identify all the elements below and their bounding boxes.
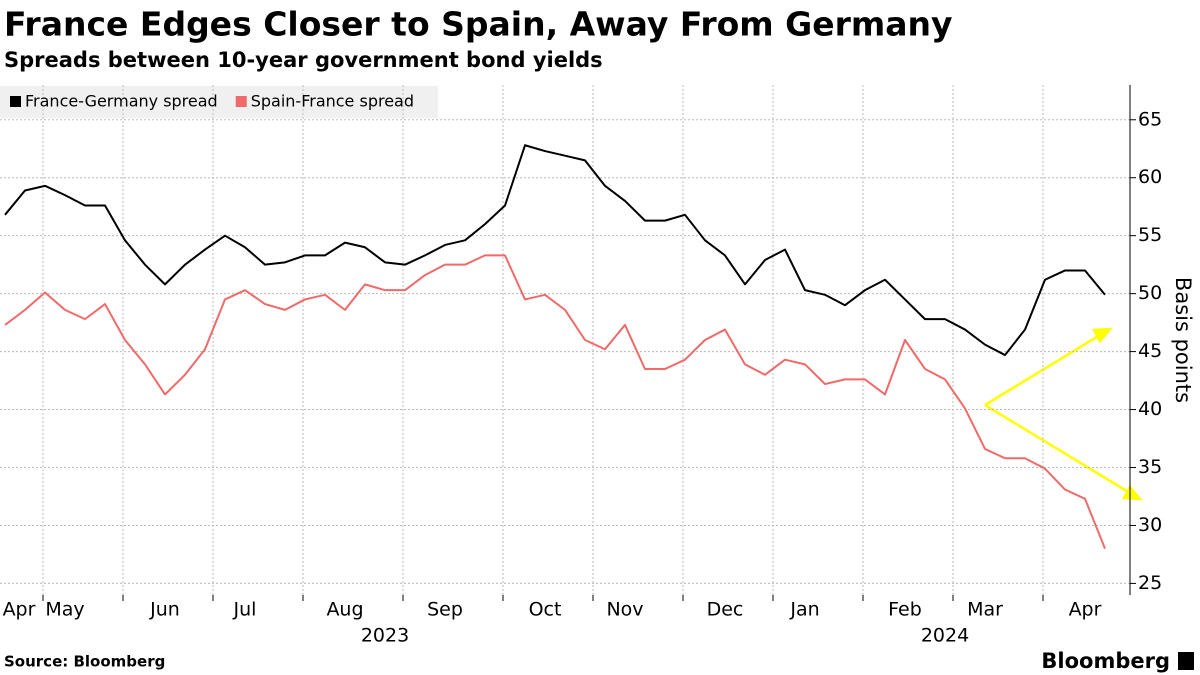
brand: Bloomberg <box>1041 649 1170 673</box>
x-tick-label: Oct <box>529 599 562 621</box>
chart-title: France Edges Closer to Spain, Away From … <box>4 5 953 44</box>
x-tick-label: Jan <box>789 599 819 621</box>
y-tick-label: 55 <box>1138 224 1162 246</box>
x-tick-label: Jun <box>149 599 180 621</box>
legend-swatch <box>235 96 247 107</box>
chart-subtitle: Spreads between 10-year government bond … <box>4 48 603 72</box>
x-group-label: 2023 <box>361 625 409 647</box>
x-tick-label: Jul <box>233 599 257 621</box>
y-tick-label: 60 <box>1138 166 1162 188</box>
x-tick-label: Feb <box>888 599 922 621</box>
series-line <box>4 254 1106 550</box>
x-tick-label: Sep <box>427 599 463 621</box>
legend-label: France-Germany spread <box>25 92 218 111</box>
legend-swatch <box>10 96 21 107</box>
annotation-arrows <box>984 327 1143 501</box>
legend-box <box>0 86 438 118</box>
x-tick-label: Apr <box>1069 599 1102 621</box>
brand-icon <box>1178 652 1194 670</box>
y-axis-title: Basis points <box>1171 277 1195 403</box>
x-tick-label: May <box>45 599 84 621</box>
legend-label: Spain-France spread <box>251 92 414 111</box>
y-tick-label: 45 <box>1138 340 1162 362</box>
x-tick-label: Nov <box>606 599 643 621</box>
y-tick-label: 30 <box>1138 514 1162 536</box>
y-tick-label: 25 <box>1138 572 1162 594</box>
series-line <box>4 144 1106 357</box>
x-tick-label: Apr <box>3 599 36 621</box>
y-tick-label: 65 <box>1138 108 1162 130</box>
y-tick-label: 35 <box>1138 456 1162 478</box>
x-tick-label: Mar <box>967 599 1003 621</box>
source: Source: Bloomberg <box>4 653 165 671</box>
y-tick-label: 40 <box>1138 398 1162 420</box>
x-tick-label: Dec <box>707 599 744 621</box>
x-tick-label: Aug <box>326 599 363 621</box>
y-tick-label: 50 <box>1138 282 1162 304</box>
x-group-label: 2024 <box>921 625 969 647</box>
